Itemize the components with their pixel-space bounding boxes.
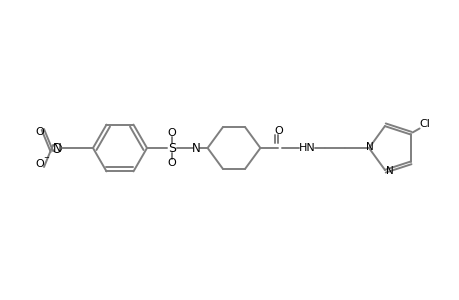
Text: O: O [167, 158, 176, 168]
Text: N: N [52, 142, 61, 154]
Text: O: O [274, 126, 283, 136]
Text: O: O [35, 127, 44, 137]
Text: HN: HN [298, 143, 315, 153]
Text: N: N [365, 142, 373, 152]
Text: Cl: Cl [418, 119, 429, 130]
Text: N: N [385, 166, 393, 176]
Text: −: − [43, 155, 49, 161]
Text: N: N [191, 142, 200, 154]
Text: S: S [168, 142, 176, 154]
Text: O: O [35, 159, 44, 169]
Text: O: O [167, 128, 176, 138]
